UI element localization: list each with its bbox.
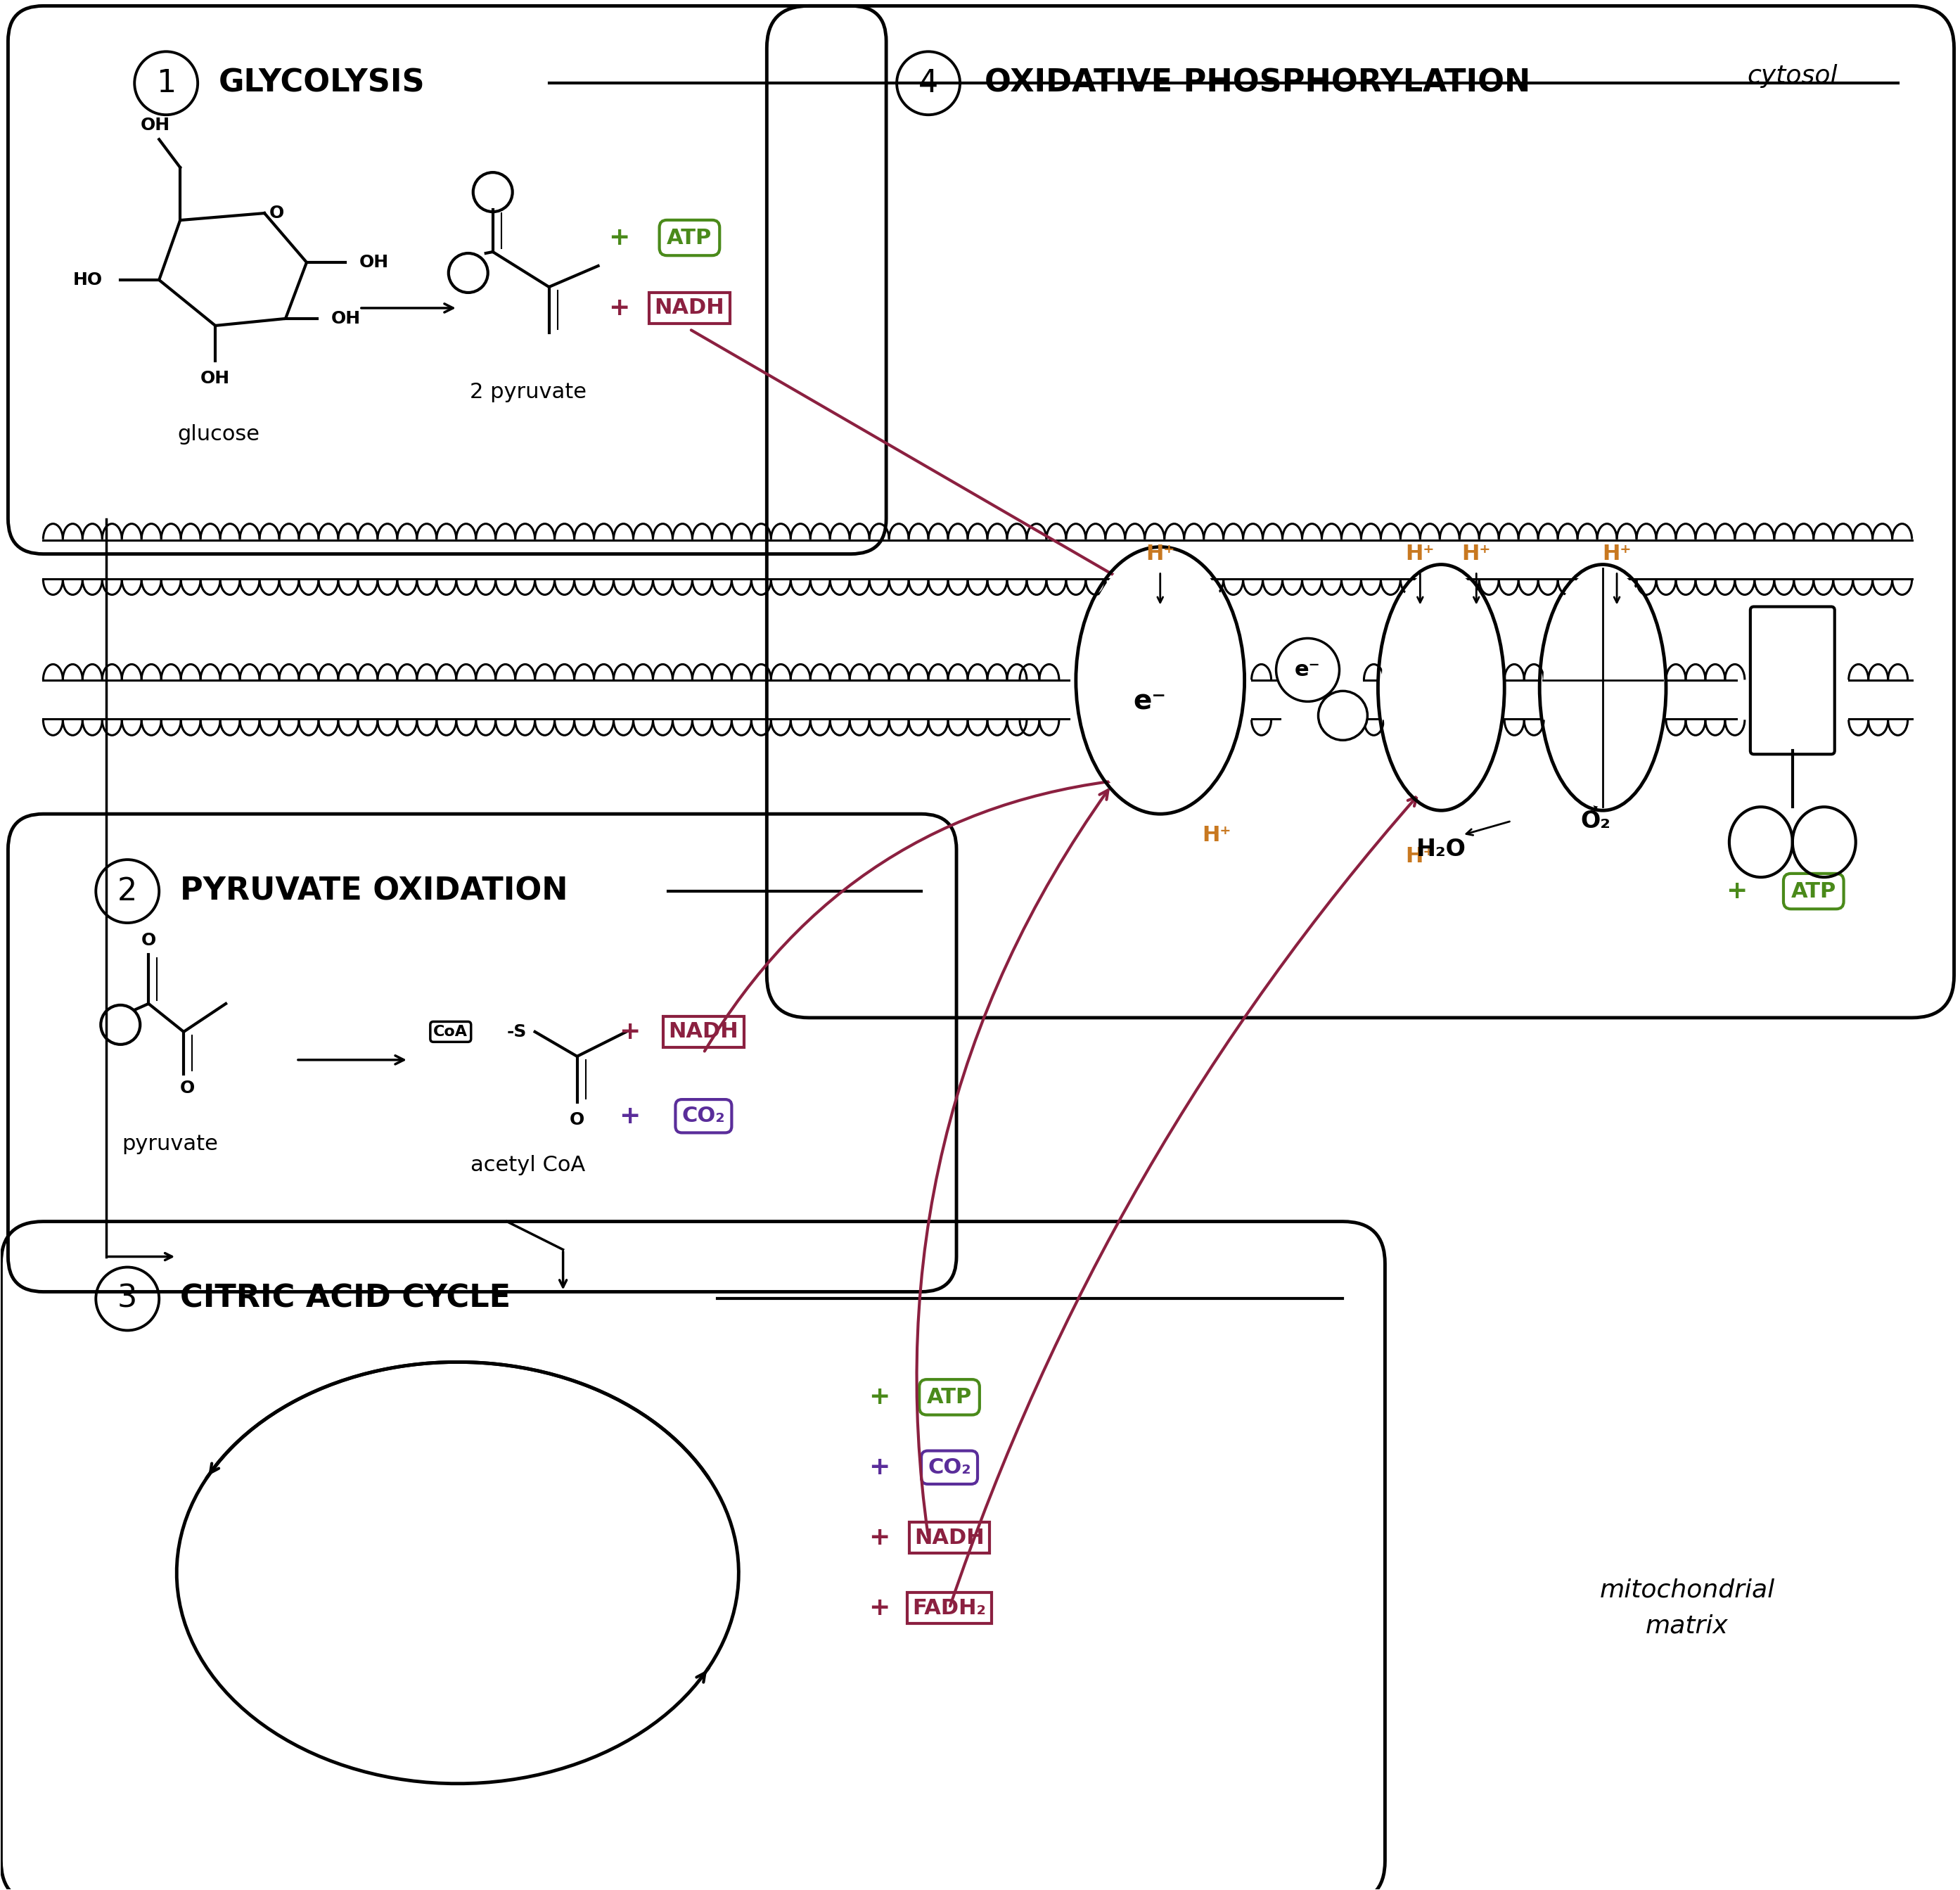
FancyBboxPatch shape bbox=[1750, 607, 1835, 754]
Text: CO₂: CO₂ bbox=[682, 1106, 725, 1126]
Text: e⁻: e⁻ bbox=[1296, 660, 1321, 680]
Text: O₂: O₂ bbox=[1580, 809, 1611, 833]
Text: pyruvate: pyruvate bbox=[122, 1134, 218, 1155]
Text: +: + bbox=[608, 297, 629, 319]
Text: 2 pyruvate: 2 pyruvate bbox=[470, 382, 586, 403]
Text: mitochondrial
matrix: mitochondrial matrix bbox=[1599, 1578, 1774, 1637]
Text: H⁺: H⁺ bbox=[1405, 544, 1435, 565]
Text: NADH: NADH bbox=[668, 1022, 739, 1041]
Text: -S: -S bbox=[508, 1022, 527, 1040]
Text: ATP: ATP bbox=[666, 227, 711, 248]
Text: +: + bbox=[868, 1455, 890, 1480]
Text: H₂O: H₂O bbox=[1417, 837, 1466, 860]
Text: +: + bbox=[868, 1525, 890, 1550]
Text: CITRIC ACID CYCLE: CITRIC ACID CYCLE bbox=[180, 1283, 512, 1314]
Text: OH: OH bbox=[200, 370, 229, 387]
Text: ATP: ATP bbox=[1791, 881, 1837, 902]
Text: 3: 3 bbox=[118, 1283, 137, 1314]
Text: 4: 4 bbox=[919, 68, 939, 98]
Circle shape bbox=[1276, 639, 1339, 701]
Text: +: + bbox=[619, 1104, 641, 1128]
Text: e⁻: e⁻ bbox=[1133, 688, 1166, 714]
Text: cytosol: cytosol bbox=[1746, 64, 1838, 89]
Text: 1: 1 bbox=[157, 68, 176, 98]
Text: CO₂: CO₂ bbox=[927, 1457, 970, 1478]
Text: GLYCOLYSIS: GLYCOLYSIS bbox=[220, 68, 425, 98]
Text: FADH₂: FADH₂ bbox=[913, 1597, 986, 1618]
Text: H⁺: H⁺ bbox=[1201, 824, 1231, 845]
Text: +: + bbox=[868, 1385, 890, 1410]
Text: NADH: NADH bbox=[915, 1527, 984, 1548]
Text: H⁺: H⁺ bbox=[1603, 544, 1631, 565]
Text: O: O bbox=[570, 1111, 584, 1128]
Text: H⁺: H⁺ bbox=[1405, 847, 1435, 866]
Text: OH: OH bbox=[141, 117, 171, 134]
Text: O: O bbox=[269, 204, 284, 221]
Text: OH: OH bbox=[359, 253, 388, 270]
Text: NADH: NADH bbox=[655, 299, 725, 318]
Circle shape bbox=[1319, 692, 1368, 741]
Text: CoA: CoA bbox=[433, 1024, 468, 1040]
Text: +: + bbox=[868, 1595, 890, 1620]
Text: +: + bbox=[1725, 879, 1746, 903]
Text: glucose: glucose bbox=[178, 425, 261, 444]
Text: H⁺: H⁺ bbox=[1147, 544, 1174, 565]
Text: OH: OH bbox=[331, 310, 361, 327]
Text: acetyl CoA: acetyl CoA bbox=[470, 1155, 586, 1176]
Text: 2: 2 bbox=[118, 877, 137, 907]
Text: +: + bbox=[608, 225, 629, 249]
Text: O: O bbox=[141, 932, 157, 949]
Text: O: O bbox=[180, 1079, 194, 1096]
Text: OXIDATIVE PHOSPHORYLATION: OXIDATIVE PHOSPHORYLATION bbox=[984, 68, 1531, 98]
Text: HO: HO bbox=[73, 272, 102, 289]
Ellipse shape bbox=[1080, 550, 1241, 811]
Text: H⁺: H⁺ bbox=[1462, 544, 1492, 565]
Text: PYRUVATE OXIDATION: PYRUVATE OXIDATION bbox=[180, 877, 568, 907]
Text: ATP: ATP bbox=[927, 1387, 972, 1408]
Text: +: + bbox=[619, 1021, 641, 1043]
Ellipse shape bbox=[1543, 569, 1662, 807]
Ellipse shape bbox=[1382, 569, 1501, 807]
